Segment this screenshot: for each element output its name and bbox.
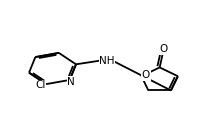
Text: O: O bbox=[159, 44, 167, 54]
Text: O: O bbox=[142, 70, 150, 80]
Text: N: N bbox=[68, 77, 75, 87]
Text: Cl: Cl bbox=[35, 80, 46, 90]
Text: NH: NH bbox=[99, 56, 115, 66]
